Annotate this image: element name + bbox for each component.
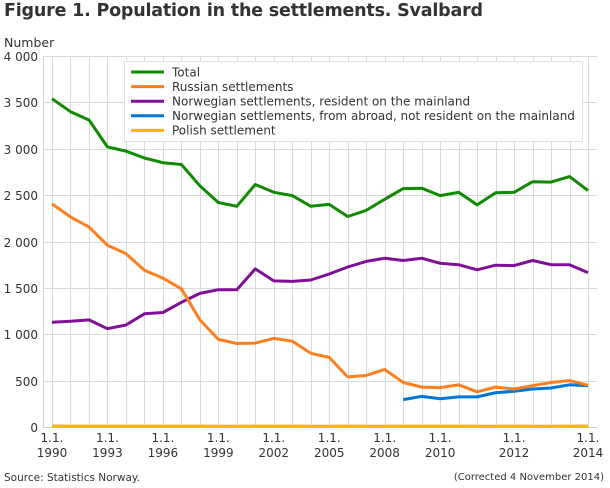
x-tick-label: 2002 xyxy=(259,446,290,460)
series-line-2 xyxy=(51,256,589,331)
x-tick-label: 2012 xyxy=(499,446,530,460)
legend-label: Norwegian settlements, from abroad, not … xyxy=(172,109,575,123)
x-tick-label: 2014 xyxy=(573,446,604,460)
x-tick-label: 2010 xyxy=(425,446,456,460)
legend-label: Total xyxy=(171,65,200,79)
x-tick-label: 1.1. xyxy=(41,431,64,445)
x-tick-label: 1999 xyxy=(203,446,234,460)
x-tick-label: 1.1. xyxy=(503,431,526,445)
series-line-1 xyxy=(51,202,589,394)
legend-label: Polish settlement xyxy=(172,124,276,138)
x-tick-label: 1.1. xyxy=(577,431,600,445)
y-tick-label: 1 500 xyxy=(4,282,38,296)
y-tick-label: 2 000 xyxy=(4,236,38,250)
x-tick-label: 1.1. xyxy=(96,431,119,445)
y-tick-label: 500 xyxy=(15,375,38,389)
y-tick-labels: 0 500 1 000 1 500 2 000 2 500 3 000 3 500 4 000 xyxy=(4,50,38,435)
series-lines xyxy=(51,97,589,428)
y-axis-label: Number xyxy=(4,35,55,50)
x-tick-label: 2008 xyxy=(369,446,400,460)
source-note: Source: Statistics Norway. xyxy=(4,472,140,484)
x-tick-label: 2005 xyxy=(314,446,345,460)
correction-note: (Corrected 4 November 2014) xyxy=(453,472,604,483)
y-tick-label: 4 000 xyxy=(4,50,38,64)
y-tick-label: 0 xyxy=(30,421,38,435)
x-tick-label: 1990 xyxy=(37,446,68,460)
series-line-3 xyxy=(402,383,589,402)
y-tick-label: 2 500 xyxy=(4,189,38,203)
series-line-0 xyxy=(51,97,589,218)
x-tick-label: 1.1. xyxy=(318,431,341,445)
x-tick-label: 1993 xyxy=(92,446,123,460)
x-tick-label: 1.1. xyxy=(151,431,174,445)
legend-label: Russian settlements xyxy=(172,80,293,94)
x-tick-labels: 1.1.19901.1.19931.1.19961.1.19991.1.2002… xyxy=(37,431,604,460)
x-tick-label: 1.1. xyxy=(429,431,452,445)
legend-box xyxy=(124,61,583,142)
x-tick-label: 1.1. xyxy=(373,431,396,445)
legend-label: Norwegian settlements, resident on the m… xyxy=(172,95,470,109)
y-tick-label: 3 000 xyxy=(4,143,38,157)
x-tick-label: 1996 xyxy=(148,446,179,460)
x-tick-label: 1.1. xyxy=(207,431,230,445)
chart-title: Figure 1. Population in the settlements.… xyxy=(4,1,483,21)
y-tick-label: 3 500 xyxy=(4,96,38,110)
y-tick-label: 1 000 xyxy=(4,328,38,342)
x-tick-label: 1.1. xyxy=(262,431,285,445)
